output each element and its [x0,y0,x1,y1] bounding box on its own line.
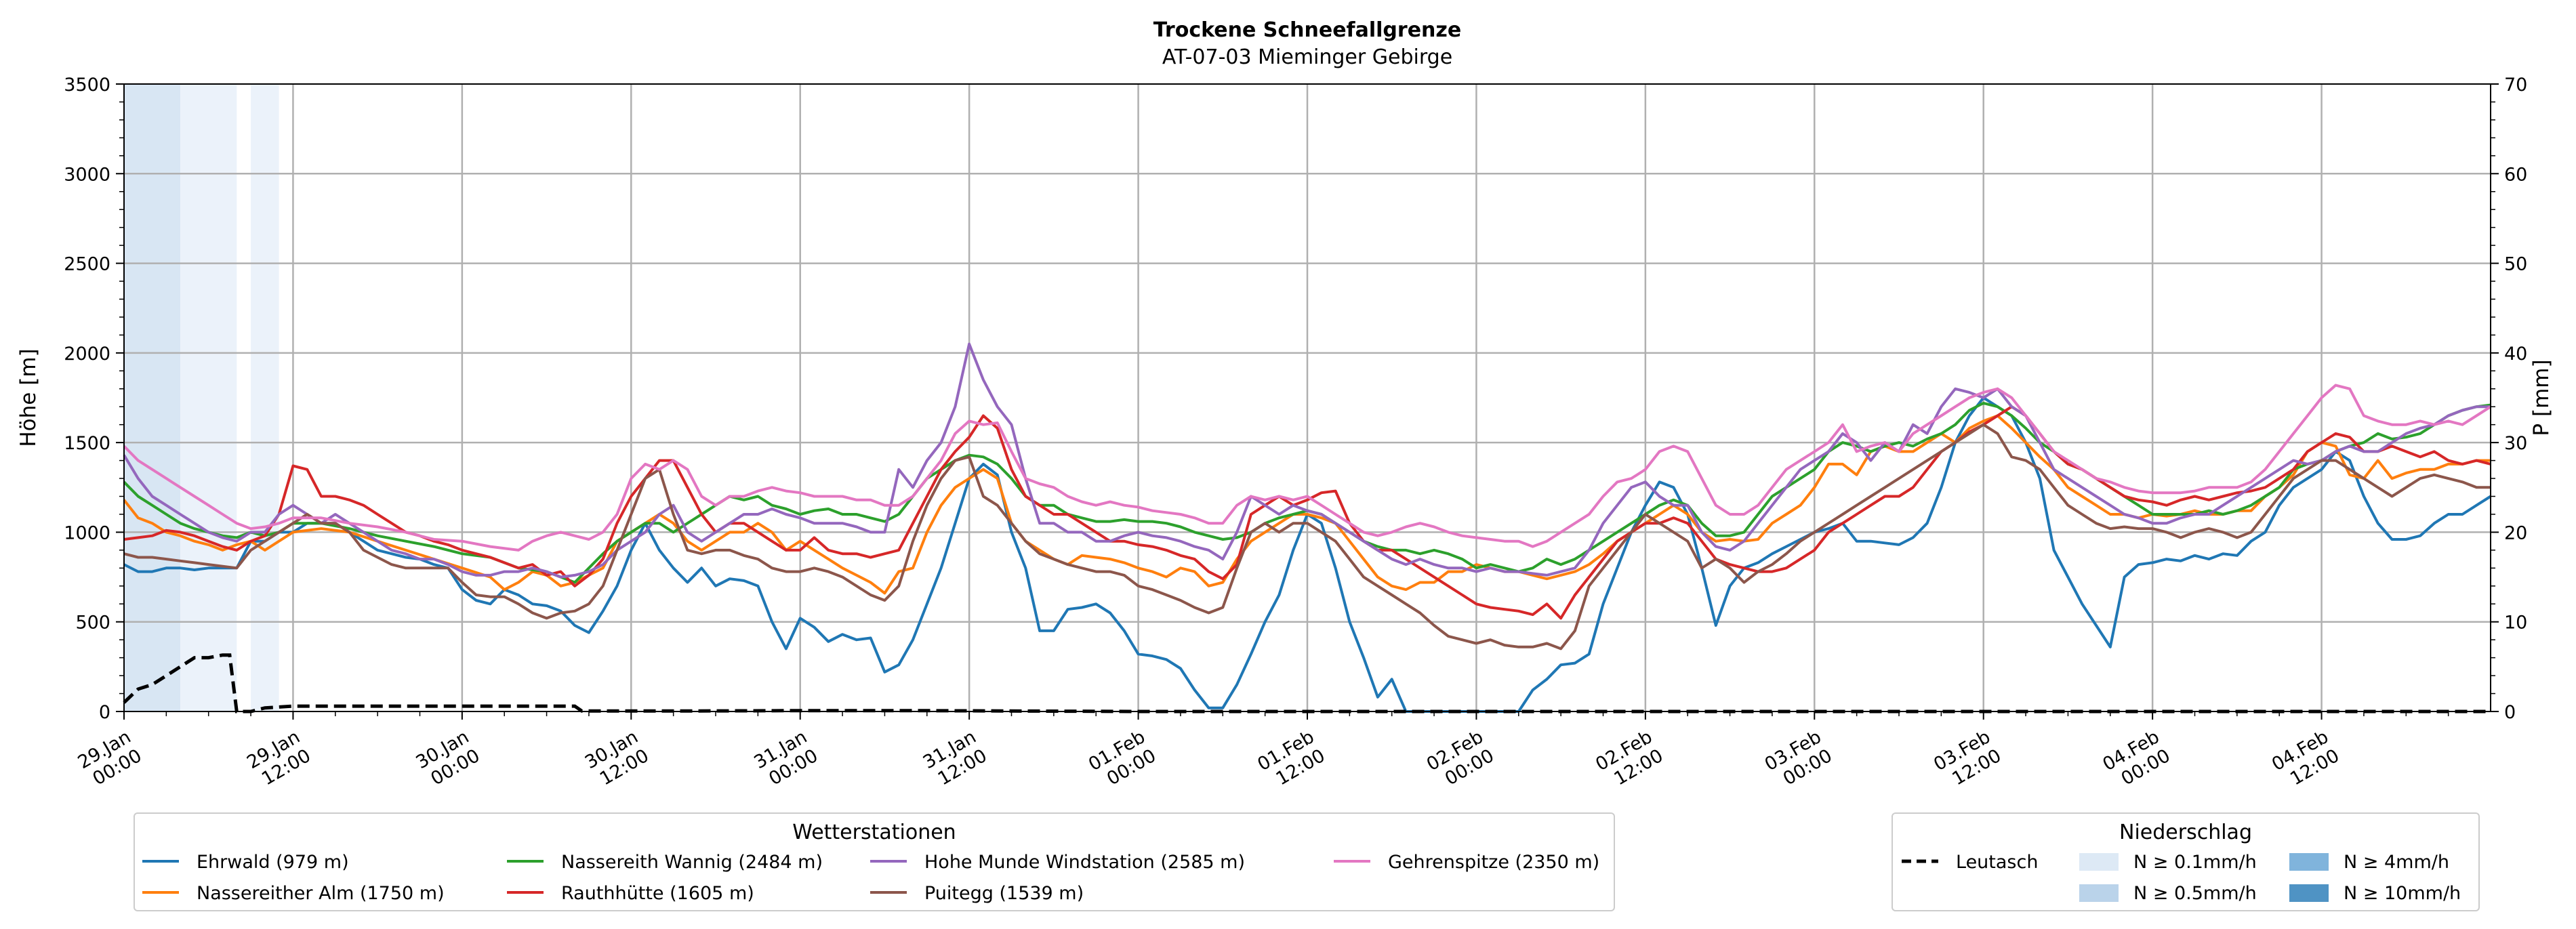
y-tick-label: 2000 [64,344,110,365]
legend-label-6: Gehrenspitze (2350 m) [1388,852,1599,873]
y2-tick-label: 10 [2504,613,2527,634]
legend-precip-label-1: N ≥ 0.1mm/h [2133,852,2257,873]
y-tick-label: 1500 [64,433,110,454]
y2-tick-label: 0 [2504,702,2516,723]
y-tick-label: 3000 [64,164,110,185]
y-tick-label: 1000 [64,522,110,543]
y-tick-label: 2500 [64,254,110,275]
y-tick-label: 0 [99,702,110,723]
legend-stations-title: Wetterstationen [792,821,956,844]
legend-label-0: Ehrwald (979 m) [197,852,349,873]
precip-band [124,84,181,711]
grid-lines [124,84,2491,711]
series-line-4 [123,342,2491,579]
series-line-1 [123,414,2491,595]
legend-label-4: Hohe Munde Windstation (2585 m) [924,852,1245,873]
legend-precip: Niederschlag Leutasch N ≥ 0.1mm/h N ≥ 0.5m… [1892,812,2480,911]
legend-precip-entries: Leutasch N ≥ 0.1mm/h N ≥ 0.5mm/h N ≥ 4mm/h N… [1902,852,2461,904]
legend-precip-label-2: N ≥ 0.5mm/h [2133,883,2257,904]
legend-label-2: Nassereith Wannig (2484 m) [561,852,823,873]
axes: 0 500 1000 1500 2000 2500 3000 3500 0 10 20 30 40 50 6… [64,75,2527,789]
legend-label-1: Nassereither Alm (1750 m) [197,883,445,904]
legend-precip-label-4: N ≥ 10mm/h [2344,883,2461,904]
station-lines [123,342,2492,713]
legend-label-3: Rauthhütte (1605 m) [561,883,754,904]
series-line-5 [123,423,2491,651]
y2-tick-label: 50 [2504,254,2527,275]
precip-band [180,84,237,711]
legend-precip-label-3: N ≥ 4mm/h [2344,852,2449,873]
y2-axis-label: P [mm] [2529,359,2554,436]
chart-title: Trockene Schneefallgrenze [1153,18,1461,42]
precip-bands [124,84,279,711]
y2-tick-label: 40 [2504,344,2527,365]
legend-stations: Wetterstationen Ehrwald (979 m) Nassereit… [134,812,1615,911]
legend-precip-title: Niederschlag [2119,821,2252,844]
legend-precip-swatch-2 [2079,884,2119,902]
legend-precip-box [1892,812,2480,911]
y-tick-label: 3500 [64,75,110,96]
legend-stations-entries: Ehrwald (979 m) Nassereither Alm (1750 m)… [142,852,1599,904]
y2-tick-label: 30 [2504,433,2527,454]
y-tick-label: 500 [75,613,110,634]
y2-tick-label: 60 [2504,164,2527,185]
legend-precip-swatch-4 [2289,884,2329,902]
legend-precip-label-0: Leutasch [1956,852,2038,873]
y2-tick-label: 70 [2504,75,2527,96]
precip-band [251,84,279,711]
series-line-6 [123,384,2492,552]
chart-subtitle: AT-07-03 Mieminger Gebirge [1162,45,1452,69]
legend-label-5: Puitegg (1539 m) [924,883,1084,904]
legend-precip-swatch-3 [2289,853,2329,871]
y2-tick-label: 20 [2504,522,2527,543]
legend-precip-swatch-1 [2079,853,2119,871]
y-axis-label: Höhe [m] [16,348,41,447]
